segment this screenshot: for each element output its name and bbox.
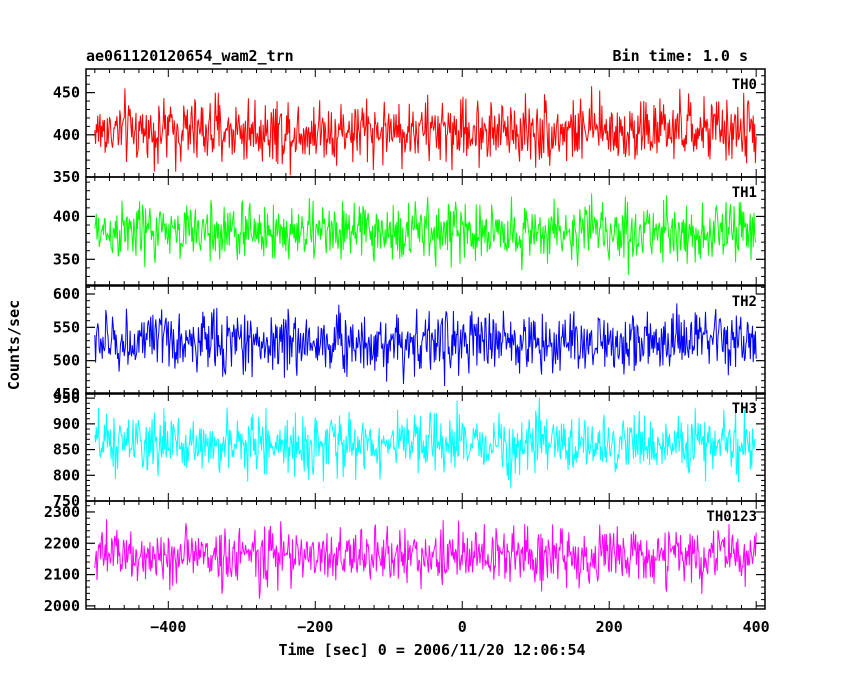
panel-label-th2: TH2 <box>732 294 757 310</box>
y-tick-label: 750 <box>53 492 80 510</box>
y-tick-label: 2000 <box>44 597 80 615</box>
series-line-th3 <box>94 397 757 489</box>
panel-frame <box>85 500 766 610</box>
y-tick-label: 2200 <box>44 534 80 552</box>
panel-label-th0: TH0 <box>732 77 757 93</box>
panel-label-th3: TH3 <box>732 401 757 417</box>
x-tick-label: 400 <box>743 618 770 636</box>
chart-title: ae061120120654_wam2_trn <box>86 47 294 65</box>
x-axis-label: Time [sec] 0 = 2006/11/20 12:06:54 <box>278 641 585 659</box>
panel-th1: 350 400 TH1 <box>53 176 766 286</box>
bin-time-label: Bin time: 1.0 s <box>613 47 748 65</box>
x-tick-label: −400 <box>150 618 186 636</box>
x-tick-label: −200 <box>297 618 333 636</box>
panel-frame <box>85 176 766 286</box>
y-tick-label: 400 <box>53 126 80 144</box>
series-line-th1 <box>94 193 757 275</box>
y-axis-label: Counts/sec <box>5 300 23 390</box>
y-tick-label: 950 <box>53 389 80 407</box>
y-tick-label: 350 <box>53 250 80 268</box>
panel-th0: 350 400 450 TH0 <box>53 68 766 186</box>
panel-th0123: 2000 2100 2200 2300 TH0123 <box>44 500 766 615</box>
y-tick-label: 400 <box>53 207 80 225</box>
y-tick-label: 2100 <box>44 566 80 584</box>
series-line-th0123 <box>94 519 757 599</box>
panel-frame <box>85 285 766 395</box>
series-line-th0 <box>94 86 757 176</box>
panel-th3: 750 800 850 900 950 TH3 <box>53 389 766 510</box>
y-tick-label: 450 <box>53 84 80 102</box>
y-tick-label: 500 <box>53 352 80 370</box>
x-axis: −400 −200 0 200 400 <box>94 69 770 636</box>
y-tick-label: 600 <box>53 285 80 303</box>
x-tick-label: 200 <box>596 618 623 636</box>
series-line-th2 <box>94 303 757 387</box>
panel-label-th1: TH1 <box>732 185 757 201</box>
panels-group: 350 400 450 TH0 350 400 TH1 450 500 550 600 TH2 750 8… <box>44 68 766 615</box>
y-tick-label: 900 <box>53 415 80 433</box>
panel-label-th0123: TH0123 <box>706 509 757 525</box>
y-tick-label: 2300 <box>44 503 80 521</box>
y-tick-label: 350 <box>53 168 80 186</box>
x-tick-label: 0 <box>458 618 467 636</box>
panel-th2: 450 500 550 600 TH2 <box>53 285 766 403</box>
y-tick-label: 450 <box>53 385 80 403</box>
y-tick-label: 850 <box>53 441 80 459</box>
y-tick-label: 800 <box>53 466 80 484</box>
y-tick-label: 550 <box>53 318 80 336</box>
